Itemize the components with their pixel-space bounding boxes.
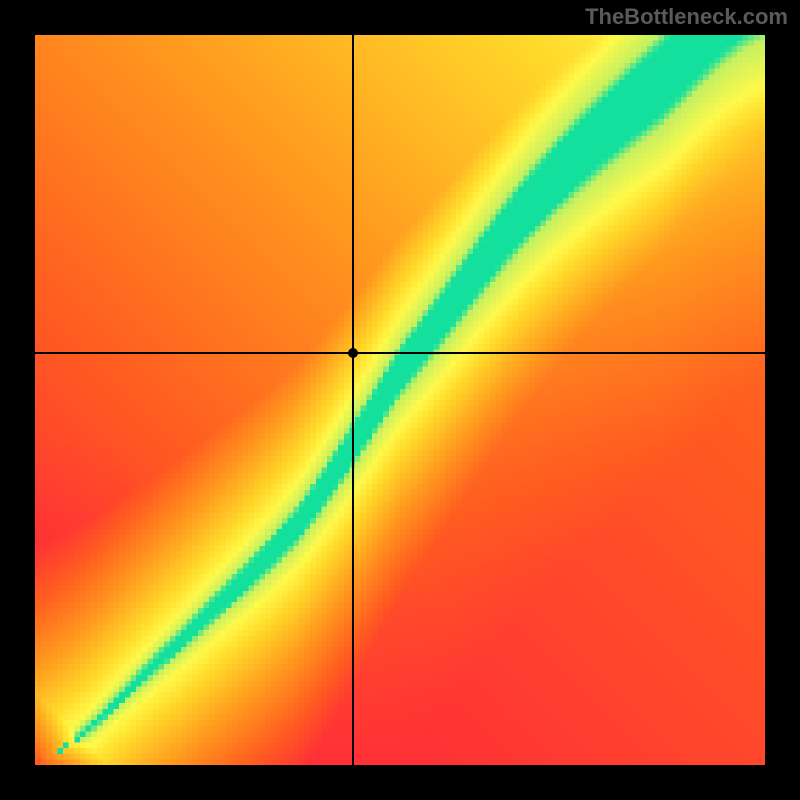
chart-container: TheBottleneck.com <box>0 0 800 800</box>
crosshair-horizontal-line <box>35 352 765 354</box>
watermark-text: TheBottleneck.com <box>585 4 788 30</box>
heatmap-canvas <box>35 35 765 765</box>
heatmap-plot-area <box>35 35 765 765</box>
crosshair-vertical-line <box>352 35 354 765</box>
marker-dot <box>348 348 358 358</box>
